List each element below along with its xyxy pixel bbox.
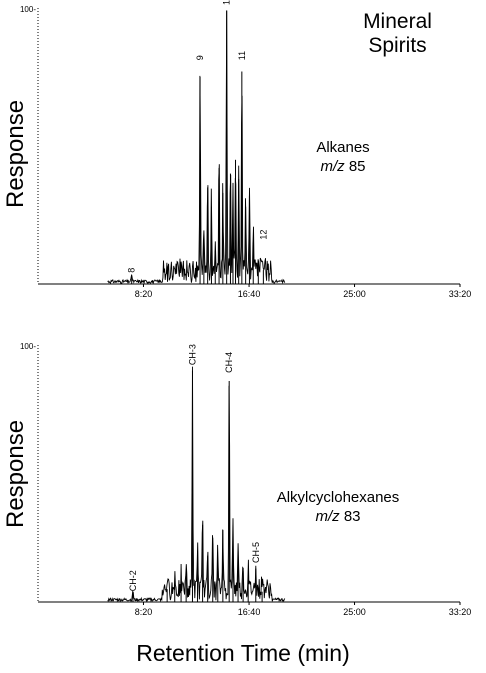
bottom-trace-line bbox=[107, 366, 286, 603]
alkanes-chromatogram: 100- 8:20 16:40 25:00 33:20 8 9 10 11 12 bbox=[20, 0, 472, 299]
top-annotation-compound: Alkanes bbox=[316, 139, 370, 156]
bottom-peak-label: CH-4 bbox=[224, 352, 234, 373]
top-annotation-mz: m/z 85 bbox=[288, 157, 398, 176]
x-axis-label: Retention Time (min) bbox=[136, 640, 350, 666]
top-peak-label: 9 bbox=[195, 55, 205, 60]
bottom-annotation: Alkylcyclohexanes m/z 83 bbox=[258, 488, 418, 526]
top-peak-label: 12 bbox=[258, 230, 268, 240]
bottom-x-tick-label: 33:20 bbox=[449, 607, 472, 617]
title-line-1: Mineral bbox=[363, 10, 432, 33]
bottom-x-tick-label: 25:00 bbox=[343, 607, 366, 617]
alkylcyclohexanes-chromatogram: 100- 8:20 16:40 25:00 33:20 CH-2 CH-3 CH-4 CH-5 bbox=[20, 342, 472, 617]
top-y-tick-label: 100- bbox=[20, 5, 36, 14]
top-x-tick-label: 8:20 bbox=[135, 289, 153, 299]
top-x-tick-label: 33:20 bbox=[449, 289, 472, 299]
bottom-x-tick-label: 16:40 bbox=[238, 607, 261, 617]
top-trace-line bbox=[107, 10, 286, 285]
bottom-annotation-mz: m/z 83 bbox=[258, 507, 418, 526]
bottom-annotation-compound: Alkylcyclohexanes bbox=[276, 489, 400, 506]
bottom-y-tick-label: 100- bbox=[20, 342, 36, 351]
top-peak-label: 8 bbox=[127, 268, 137, 273]
top-annotation-mz-prefix: m/z bbox=[320, 158, 345, 175]
bottom-x-tick-label: 8:20 bbox=[135, 607, 153, 617]
top-peak-label: 11 bbox=[237, 51, 247, 60]
figure-title: Mineral Spirits bbox=[350, 10, 445, 58]
title-line-2: Spirits bbox=[368, 34, 427, 57]
top-peak-label: 10 bbox=[222, 0, 232, 5]
bottom-peak-label: CH-3 bbox=[187, 344, 197, 365]
top-annotation: Alkanes m/z 85 bbox=[288, 138, 398, 176]
top-x-tick-label: 16:40 bbox=[238, 289, 261, 299]
bottom-peak-label: CH-5 bbox=[251, 542, 261, 563]
bottom-annotation-mz-prefix: m/z bbox=[315, 508, 340, 525]
bottom-annotation-mz-value: 83 bbox=[343, 508, 361, 525]
bottom-peak-label: CH-2 bbox=[128, 570, 138, 591]
top-x-tick-label: 25:00 bbox=[343, 289, 366, 299]
top-annotation-mz-value: 85 bbox=[348, 158, 366, 175]
